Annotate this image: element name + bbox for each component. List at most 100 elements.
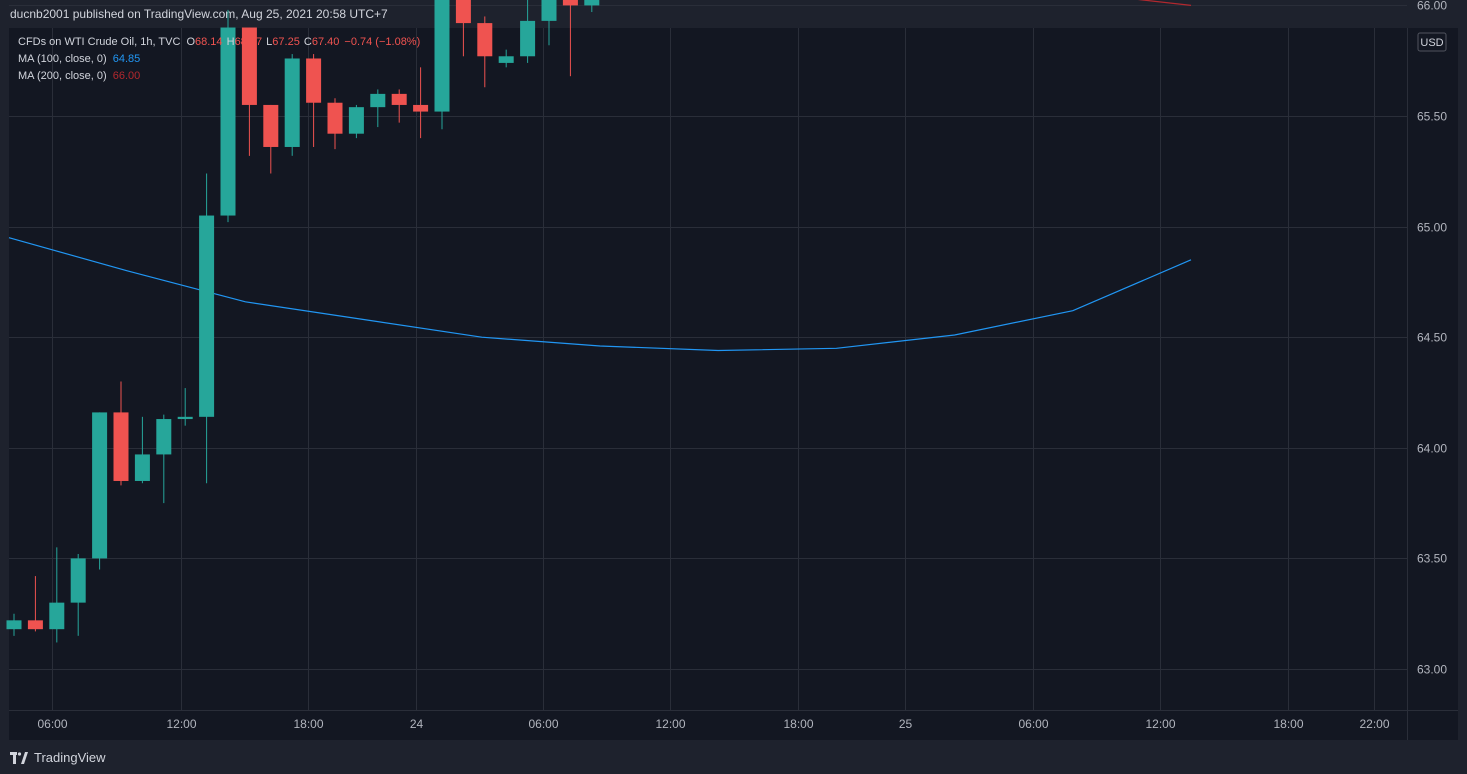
candle	[541, 0, 557, 46]
candle-body	[477, 23, 493, 57]
publisher-line: ducnb2001 published on TradingView.com, …	[10, 7, 388, 21]
candle-body	[199, 215, 215, 417]
candles-group	[6, 0, 600, 643]
chart-legend: CFDs on WTI Crude Oil, 1h, TVC O68.14 H6…	[18, 34, 420, 85]
candlestick-chart[interactable]: USOIL67.40 USD68.5068.0067.5067.0066.506…	[0, 0, 1467, 740]
candle	[113, 381, 129, 486]
candle-body	[284, 58, 300, 147]
candle	[177, 388, 193, 426]
ma200-value: 66.00	[112, 70, 141, 82]
candle	[306, 54, 322, 147]
candle-body	[370, 93, 386, 108]
candle-body	[177, 416, 193, 420]
candle	[70, 553, 86, 636]
open-value: 68.14	[195, 36, 223, 48]
candle-body	[27, 620, 43, 630]
candle-body	[241, 27, 257, 105]
candle-body	[113, 412, 129, 481]
candle-body	[348, 107, 364, 134]
candle	[413, 67, 429, 139]
currency-box	[1417, 32, 1447, 52]
candle-body	[562, 0, 578, 6]
candle	[220, 9, 236, 223]
currency-label: USD	[1420, 37, 1443, 49]
price-tick-label: 65.00	[1417, 221, 1447, 235]
candle	[263, 104, 279, 174]
candle	[455, 0, 471, 57]
price-tick-label: 64.00	[1417, 442, 1447, 456]
candle-body	[413, 104, 429, 112]
legend-symbol-row: CFDs on WTI Crude Oil, 1h, TVC O68.14 H6…	[18, 34, 420, 51]
high-label: H	[226, 36, 235, 48]
candle-body	[134, 454, 150, 481]
grid	[9, 5, 1407, 710]
candle	[6, 613, 22, 636]
candle-body	[455, 0, 471, 24]
candle-body	[520, 20, 536, 57]
price-tick-label: 64.50	[1417, 331, 1447, 345]
candle-body	[541, 0, 557, 21]
change-value: −0.74 (−1.08%)	[344, 36, 421, 48]
candle-body	[220, 27, 236, 216]
low-label: L	[266, 36, 273, 48]
candle	[156, 414, 172, 504]
candle	[348, 104, 364, 139]
candle-body	[498, 56, 514, 63]
ma200-label[interactable]: MA (200, close, 0)	[18, 70, 107, 82]
price-tick-label: 65.50	[1417, 110, 1447, 124]
header-bar: ducnb2001 published on TradingView.com, …	[0, 0, 1467, 28]
chart-frame[interactable]	[9, 28, 1458, 740]
candle	[584, 0, 600, 13]
high-value: 68.17	[234, 36, 263, 48]
time-tick-label: 22:00	[1359, 717, 1389, 731]
candle-body	[434, 0, 450, 112]
open-label: O	[186, 36, 196, 48]
tradingview-logo[interactable]: TradingView	[10, 750, 106, 765]
price-axis[interactable]: USD68.5068.0067.5067.0066.5066.0065.5065…	[9, 0, 1458, 740]
legend-ma100-row: MA (100, close, 0) 64.85	[18, 51, 420, 68]
candle	[49, 547, 65, 643]
time-tick-label: 18:00	[1273, 717, 1303, 731]
time-axis[interactable]: 06:00 12:00 18:00 24 06:00 12:00 18:00 25 06:00 1…	[37, 717, 1389, 731]
candle	[391, 89, 407, 123]
time-tick-label: 12:00	[655, 717, 685, 731]
candle	[562, 0, 578, 77]
ma100-value: 64.85	[112, 53, 141, 65]
candle-body	[584, 0, 600, 6]
ma100-line	[8, 237, 1192, 352]
time-tick-label: 06:00	[1018, 717, 1048, 731]
ma100-label[interactable]: MA (100, close, 0)	[18, 53, 107, 65]
ma200-line	[1137, 0, 1192, 6]
candle-body	[92, 412, 108, 559]
candle-body	[70, 558, 86, 603]
candle	[27, 576, 43, 632]
time-tick-label: 18:00	[293, 717, 323, 731]
candle	[370, 89, 386, 128]
tradingview-wordmark: TradingView	[34, 750, 106, 765]
price-tick-label: 66.00	[1417, 0, 1447, 13]
time-tick-label: 12:00	[1145, 717, 1175, 731]
close-label: C	[303, 36, 312, 48]
tradingview-icon	[10, 751, 28, 764]
candle	[327, 98, 343, 150]
candle	[477, 16, 493, 88]
symbol-label[interactable]: CFDs on WTI Crude Oil, 1h, TVC	[18, 36, 181, 48]
candle	[134, 416, 150, 484]
time-tick-label: 18:00	[783, 717, 813, 731]
candle-body	[327, 102, 343, 134]
time-tick-label: 24	[410, 717, 424, 731]
candle	[520, 0, 536, 63]
price-tick-label: 63.00	[1417, 663, 1447, 677]
candle	[92, 412, 108, 570]
time-tick-label: 12:00	[166, 717, 196, 731]
close-value: 67.40	[311, 36, 340, 48]
time-tick-label: 06:00	[528, 717, 558, 731]
legend-ma200-row: MA (200, close, 0) 66.00	[18, 68, 420, 85]
candle-body	[306, 58, 322, 103]
candle-body	[156, 419, 172, 455]
time-tick-label: 25	[899, 717, 913, 731]
candle	[498, 49, 514, 68]
candle-body	[263, 104, 279, 147]
low-value: 67.25	[272, 36, 300, 48]
ma200-line-group	[1137, 0, 1192, 6]
